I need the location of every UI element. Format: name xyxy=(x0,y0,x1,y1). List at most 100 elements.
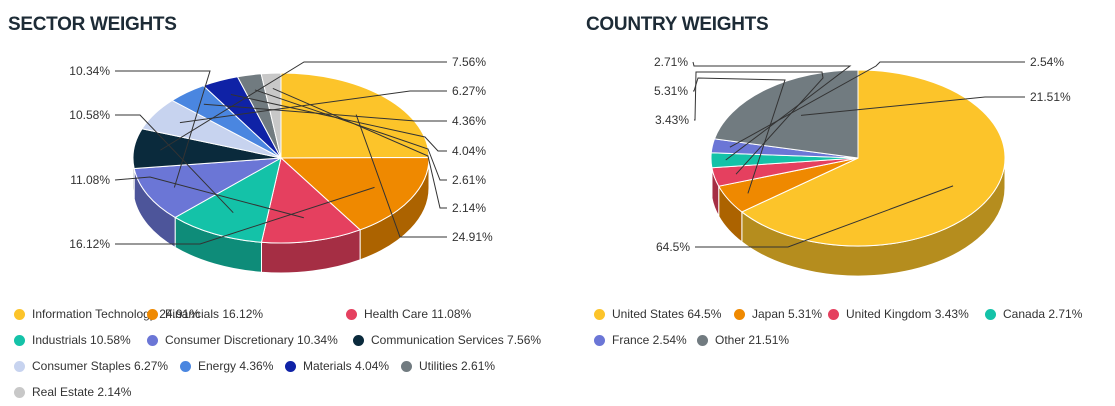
legend-swatch xyxy=(594,308,605,320)
data-label-real-estate: 2.14% xyxy=(452,201,486,215)
leader-line-united-states xyxy=(695,185,954,248)
legend-item-consumer-discretionary[interactable]: Consumer Discretionary 10.34% xyxy=(147,333,338,347)
pie-data-labels: 64.5% 5.31% 3.43% 2.71% 2.54% 21.51% xyxy=(654,55,1071,254)
legend-swatch xyxy=(353,334,364,346)
legend-swatch xyxy=(401,360,412,372)
legend-item-consumer-staples[interactable]: Consumer Staples 6.27% xyxy=(14,359,168,373)
leader-line-communication-services xyxy=(160,61,447,151)
legend-label: Real Estate 2.14% xyxy=(32,385,132,399)
sector-pie-chart: 24.91% 16.12% 11.08% 10.58% 10.34% 7.56% 6.27%… xyxy=(69,55,493,274)
leader-line-materials xyxy=(230,94,447,152)
legend-item-energy[interactable]: Energy 4.36% xyxy=(180,359,273,373)
data-label-canada: 2.71% xyxy=(654,55,688,69)
sector-weights-title: SECTOR WEIGHTS xyxy=(8,14,177,35)
data-label-other: 21.51% xyxy=(1030,90,1071,104)
legend-label: Energy 4.36% xyxy=(198,359,274,373)
legend-swatch xyxy=(14,308,25,320)
leader-line-financials xyxy=(115,186,375,245)
legend-swatch xyxy=(285,360,296,372)
legend-item-canada[interactable]: Canada 2.71% xyxy=(985,307,1082,321)
data-label-japan: 5.31% xyxy=(654,84,688,98)
data-label-health-care: 11.08% xyxy=(70,173,110,187)
leader-line-other xyxy=(800,96,1025,116)
pie-depth xyxy=(132,157,430,274)
legend-label: Materials 4.04% xyxy=(303,359,390,373)
legend-label: Financials 16.12% xyxy=(165,307,264,321)
legend-label: Health Care 11.08% xyxy=(364,307,472,321)
data-label-consumer-staples: 6.27% xyxy=(452,84,486,98)
country-weights-title: COUNTRY WEIGHTS xyxy=(586,14,769,35)
slice-industrials[interactable] xyxy=(174,157,282,243)
legend-item-france[interactable]: France 2.54% xyxy=(594,333,687,347)
legend-swatch xyxy=(147,308,158,320)
legend-item-information-technology[interactable]: Information Technology 24.91% xyxy=(14,307,200,321)
pie-data-labels: 24.91% 16.12% 11.08% 10.58% 10.34% 7.56% 6.27%… xyxy=(69,55,493,251)
leader-line-consumer-staples xyxy=(179,90,447,124)
leader-line-utilities xyxy=(254,89,447,181)
legend-label: Utilities 2.61% xyxy=(419,359,496,373)
legend-item-utilities[interactable]: Utilities 2.61% xyxy=(401,359,495,373)
legend-swatch xyxy=(180,360,191,372)
leader-line-canada xyxy=(692,61,852,161)
legend-item-united-states[interactable]: United States 64.5% xyxy=(594,307,721,321)
legend-item-other[interactable]: Other 21.51% xyxy=(697,333,789,347)
legend-item-industrials[interactable]: Industrials 10.58% xyxy=(14,333,131,347)
leader-line-japan xyxy=(693,77,786,194)
legend-swatch xyxy=(828,308,839,320)
legend-swatch xyxy=(697,334,708,346)
leader-line-france xyxy=(729,61,1025,148)
legend-swatch xyxy=(734,308,745,320)
leader-line-consumer-discretionary xyxy=(115,70,211,188)
legend-swatch xyxy=(14,360,25,372)
data-label-materials: 4.04% xyxy=(452,144,486,158)
sector-weights-panel: SECTOR WEIGHTS 24.91% 16.12% 11.08% 10.58% 1… xyxy=(8,14,541,399)
leader-line-health-care xyxy=(114,176,304,219)
legend-label: Consumer Staples 6.27% xyxy=(32,359,169,373)
country-pie-chart: 64.5% 5.31% 3.43% 2.71% 2.54% 21.51% xyxy=(654,55,1071,277)
legend-swatch xyxy=(14,386,25,398)
legend-label: Canada 2.71% xyxy=(1003,307,1083,321)
legend-label: Consumer Discretionary 10.34% xyxy=(165,333,338,347)
data-label-energy: 4.36% xyxy=(452,114,486,128)
leader-line-real-estate xyxy=(272,87,447,209)
legend-item-united-kingdom[interactable]: United Kingdom 3.43% xyxy=(828,307,969,321)
leader-line-information-technology xyxy=(355,114,447,238)
pie-slices xyxy=(710,69,1006,247)
data-label-information-technology: 24.91% xyxy=(452,230,493,244)
legend-label: Information Technology 24.91% xyxy=(32,307,200,321)
data-label-united-states: 64.5% xyxy=(656,240,690,254)
legend-label: Japan 5.31% xyxy=(752,307,823,321)
data-label-communication-services: 7.56% xyxy=(452,55,486,69)
legend-item-health-care[interactable]: Health Care 11.08% xyxy=(346,307,471,321)
data-label-consumer-discretionary: 10.34% xyxy=(69,64,110,78)
legend-label: France 2.54% xyxy=(612,333,687,347)
legend-swatch xyxy=(594,334,605,346)
leader-line-united-kingdom xyxy=(694,71,824,175)
leader-line-industrials xyxy=(115,114,234,214)
legend-item-financials[interactable]: Financials 16.12% xyxy=(147,307,263,321)
legend-swatch xyxy=(147,334,158,346)
legend-item-real-estate[interactable]: Real Estate 2.14% xyxy=(14,385,131,399)
data-label-financials: 16.12% xyxy=(69,237,110,251)
slice-information-technology[interactable] xyxy=(280,72,430,159)
legend-swatch xyxy=(985,308,996,320)
legend-label: United States 64.5% xyxy=(612,307,722,321)
legend-label: Other 21.51% xyxy=(715,333,790,347)
data-label-united-kingdom: 3.43% xyxy=(655,113,689,127)
slice-consumer-discretionary[interactable] xyxy=(133,157,282,218)
legend-label: United Kingdom 3.43% xyxy=(846,307,969,321)
data-label-utilities: 2.61% xyxy=(452,173,486,187)
slice-united-states[interactable] xyxy=(740,69,1006,247)
legend-label: Industrials 10.58% xyxy=(32,333,131,347)
legend-item-japan[interactable]: Japan 5.31% xyxy=(734,307,822,321)
slice-health-care[interactable] xyxy=(260,157,362,244)
legend-label: Communication Services 7.56% xyxy=(371,333,542,347)
data-label-industrials: 10.58% xyxy=(69,108,110,122)
legend-item-communication-services[interactable]: Communication Services 7.56% xyxy=(353,333,541,347)
legend-swatch xyxy=(14,334,25,346)
leader-line-energy xyxy=(203,103,447,122)
country-weights-panel: COUNTRY WEIGHTS 64.5% 5.31% 3.43% 2.71% 2.54… xyxy=(560,0,1115,406)
legend-item-materials[interactable]: Materials 4.04% xyxy=(285,359,389,373)
data-label-france: 2.54% xyxy=(1030,55,1064,69)
legend-swatch xyxy=(346,308,357,320)
